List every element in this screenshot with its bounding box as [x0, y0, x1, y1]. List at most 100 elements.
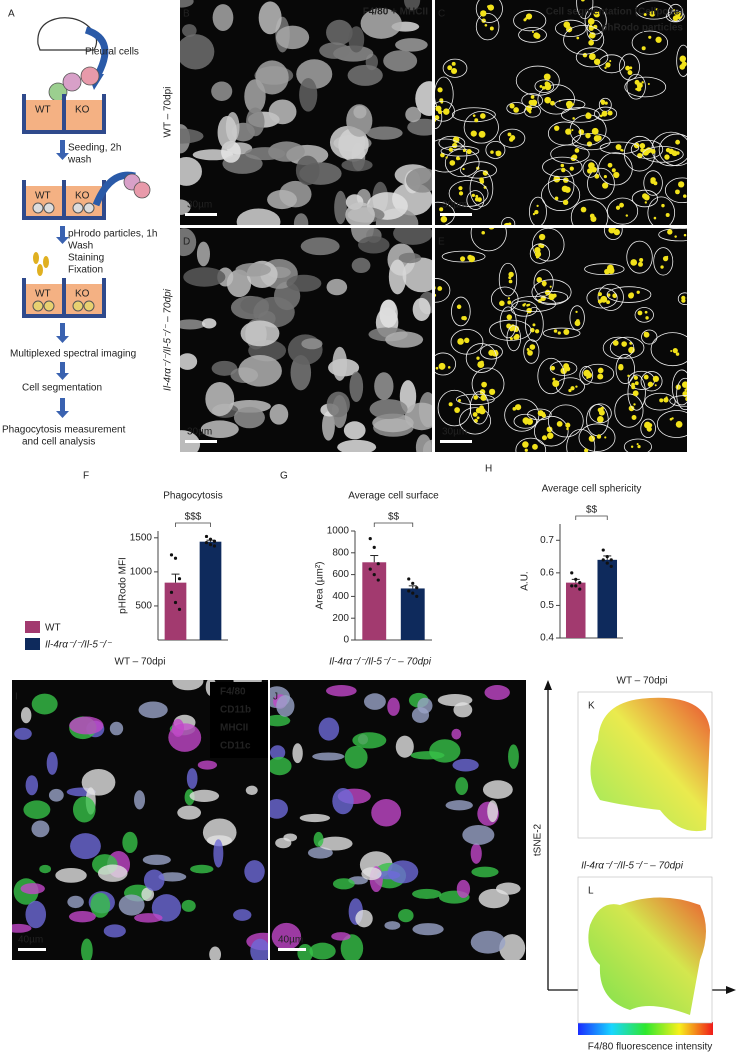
scale-bar-label: 40µm: [18, 935, 43, 946]
cell-outline: [676, 377, 687, 411]
cell-outline: [448, 179, 489, 207]
y-tick-label: 200: [332, 613, 349, 624]
particle: [603, 175, 607, 179]
y-tick-label: 0.5: [540, 600, 554, 611]
cell: [292, 743, 303, 764]
cell: [455, 777, 469, 795]
data-point: [368, 537, 372, 541]
cell-outline: [499, 306, 517, 339]
cell: [484, 685, 510, 701]
particle: [569, 166, 574, 171]
particle: [576, 36, 580, 40]
micrograph-content: [180, 0, 432, 225]
row-label: Il-4rα⁻/⁻/Il-5⁻/⁻ – 70dpi: [163, 288, 174, 391]
step-arrow: [60, 362, 65, 374]
data-point: [204, 534, 209, 539]
cell-outline: [531, 279, 572, 306]
cell-outline: [576, 0, 594, 20]
cell: [487, 800, 499, 823]
cell: [180, 228, 197, 257]
cell: [445, 800, 473, 811]
bar: [362, 562, 387, 640]
transfer-arrow: [84, 26, 109, 80]
well-wall: [22, 94, 26, 130]
cell: [462, 824, 495, 845]
cell: [312, 752, 345, 761]
particle: [636, 443, 639, 446]
cell: [143, 869, 165, 891]
cell: [313, 831, 324, 847]
particle: [506, 314, 513, 320]
cell-outline: [671, 369, 687, 406]
particle: [439, 207, 444, 212]
cell-icon: [83, 300, 95, 312]
cell: [270, 745, 286, 760]
scale-bar: [18, 948, 46, 951]
cell-outline: [459, 407, 492, 435]
particle: [585, 372, 593, 379]
cell-outline: [677, 292, 687, 305]
image-subtitle: phRodo particles: [601, 23, 683, 34]
image-title: Cell segmentation (Cellpose): [546, 7, 683, 18]
particle: [593, 58, 601, 65]
cell: [270, 714, 291, 727]
particle: [509, 327, 514, 332]
cell-outline: [615, 353, 635, 384]
particle: [528, 110, 532, 114]
legend-label: WT: [45, 623, 61, 634]
particle: [674, 235, 677, 238]
cell: [322, 411, 335, 441]
axis-label: tSNE-2: [533, 823, 544, 856]
panel-label: G: [280, 471, 288, 482]
cell-outline: [581, 363, 615, 384]
cell-outline: [521, 93, 543, 108]
particle: [648, 35, 652, 39]
cell-outline: [584, 263, 625, 276]
cell: [334, 190, 347, 225]
particle: [675, 139, 681, 145]
data-point: [415, 594, 419, 599]
cell-outline: [518, 27, 547, 43]
cell: [245, 785, 258, 795]
plot-title: WT – 70dpi: [617, 676, 668, 687]
particle: [563, 363, 570, 370]
cell: [297, 943, 313, 960]
y-tick-label: 800: [332, 547, 349, 558]
cell: [177, 805, 202, 820]
cell-outline: [635, 0, 673, 20]
cell: [326, 278, 348, 296]
cell-outline: [510, 300, 538, 317]
particle: [534, 247, 541, 254]
particle: [550, 100, 555, 106]
particle: [472, 114, 476, 117]
cell: [366, 126, 403, 140]
cell-outline: [656, 410, 687, 438]
arrow-head: [56, 411, 69, 418]
cell: [346, 104, 373, 137]
cell-outline: [579, 366, 594, 385]
particle: [630, 259, 638, 266]
scale-bar: [440, 440, 472, 443]
particle: [615, 144, 622, 150]
cell: [332, 878, 355, 890]
particle: [655, 8, 658, 11]
step-text: Cell segmentation: [22, 383, 102, 394]
particle: [614, 342, 617, 345]
particle: [637, 310, 643, 316]
particle: [597, 292, 602, 297]
cell-outline: [523, 339, 540, 364]
well-label: KO: [75, 105, 90, 116]
data-point: [601, 558, 605, 562]
particle: [514, 107, 519, 112]
cell-outline: [640, 371, 663, 392]
step-arrow: [60, 398, 65, 412]
cell: [508, 744, 519, 769]
cell-outline: [524, 104, 541, 118]
micrograph: [435, 0, 687, 225]
particle: [481, 381, 487, 388]
cell-outline: [549, 360, 578, 376]
particle: [462, 149, 466, 153]
scale-bar: [185, 440, 217, 443]
cell: [499, 934, 526, 960]
cell: [340, 934, 364, 960]
